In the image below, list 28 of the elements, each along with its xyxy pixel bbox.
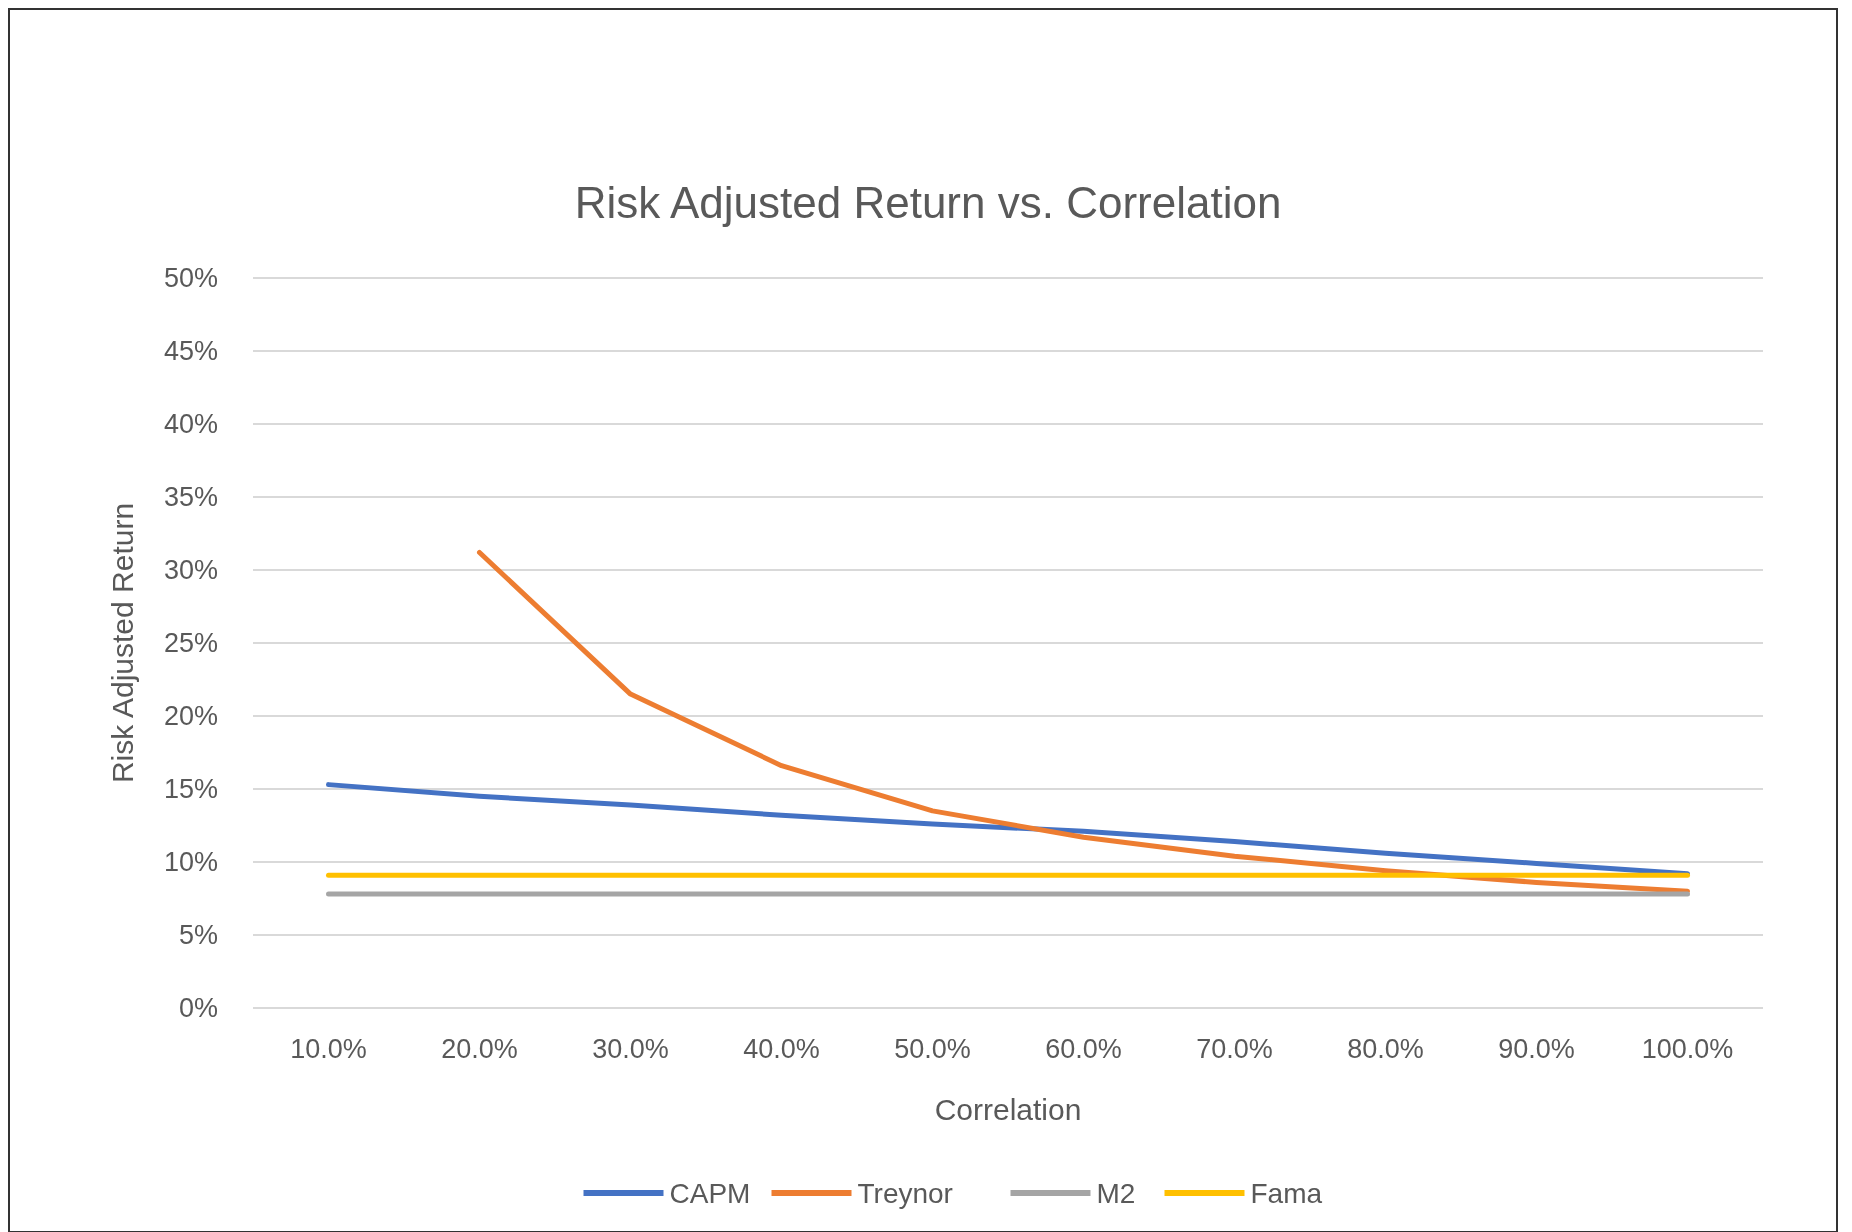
y-tick-label: 30% <box>163 555 218 586</box>
legend-label: Fama <box>1250 1177 1323 1209</box>
x-tick-label: 50.0% <box>894 1034 971 1064</box>
x-tick-label: 90.0% <box>1498 1034 1575 1064</box>
x-tick-label: 100.0% <box>1641 1034 1734 1064</box>
x-axis-title: Correlation <box>934 1093 1082 1126</box>
y-tick-label: 15% <box>163 774 218 805</box>
x-tick-label: 60.0% <box>1045 1034 1122 1064</box>
x-tick-label: 10.0% <box>290 1034 367 1064</box>
legend-label: M2 <box>1096 1177 1136 1209</box>
y-tick-label: 5% <box>178 920 218 951</box>
y-tick-label: 0% <box>178 993 218 1024</box>
legend-label: Treynor <box>857 1177 953 1209</box>
y-tick-label: 20% <box>163 701 218 732</box>
y-tick-label: 10% <box>163 847 218 878</box>
x-tick-label: 30.0% <box>592 1034 669 1064</box>
x-tick-label: 40.0% <box>743 1034 820 1064</box>
y-tick-label: 40% <box>163 409 218 440</box>
x-tick-label: 80.0% <box>1347 1034 1424 1064</box>
y-tick-label: 50% <box>163 263 218 294</box>
chart-title: Risk Adjusted Return vs. Correlation <box>574 178 1282 227</box>
y-tick-label: 35% <box>163 482 218 513</box>
x-tick-label: 70.0% <box>1196 1034 1273 1064</box>
x-tick-label: 20.0% <box>441 1034 518 1064</box>
y-tick-label: 45% <box>163 336 218 367</box>
legend-label: CAPM <box>669 1177 751 1209</box>
y-axis-title: Risk Adjusted Return <box>106 502 139 784</box>
y-tick-label: 25% <box>163 628 218 659</box>
